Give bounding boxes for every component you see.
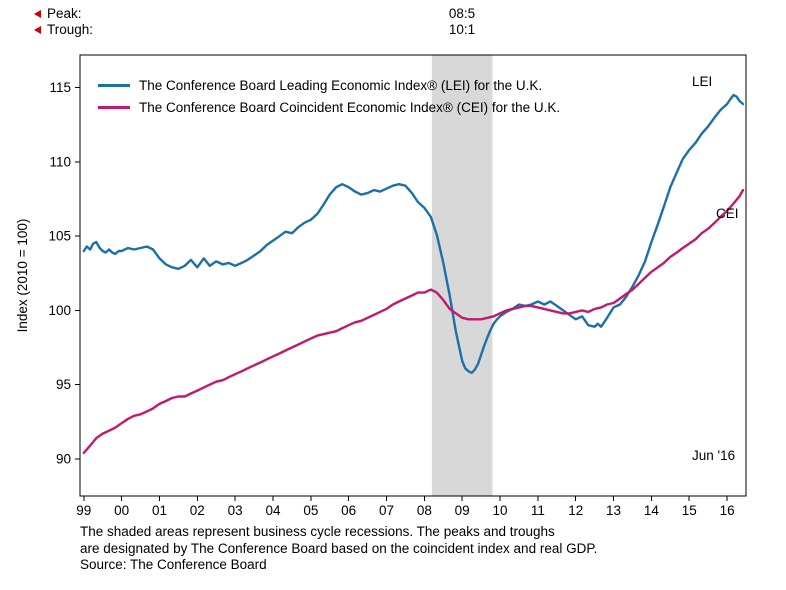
- trough-label: Trough:: [47, 22, 94, 37]
- x-tick-label: 03: [228, 503, 243, 518]
- y-tick-label: 95: [56, 377, 71, 392]
- peak-label: Peak:: [47, 6, 82, 21]
- footnote-line-2: are designated by The Conference Board b…: [80, 540, 598, 556]
- cei-series-label: CEI: [716, 206, 739, 221]
- footnote-line-3: Source: The Conference Board: [80, 557, 267, 572]
- plot-border: [79, 54, 747, 497]
- recession-peak-date: 08:5: [448, 6, 476, 21]
- y-tick-label: 115: [49, 80, 71, 95]
- x-tick-label: 13: [606, 503, 621, 518]
- y-tick-label: 100: [48, 303, 71, 318]
- x-tick-label: 07: [379, 503, 394, 518]
- trough-marker-icon: [34, 26, 41, 34]
- x-tick-label: 99: [76, 503, 91, 518]
- legend-label-lei: The Conference Board Leading Economic In…: [139, 77, 543, 93]
- line-chart: 90 95 100 105 110 115 99 00 01 02 03 04 05 06 07 08 09 10…: [15, 54, 747, 518]
- x-tick-label: 00: [114, 503, 129, 518]
- y-axis-title: Index (2010 = 100): [15, 219, 30, 333]
- cei-line: [82, 188, 745, 455]
- lei-line: [82, 93, 745, 374]
- recession-dates: 08:5 10:1: [412, 6, 512, 38]
- x-tick-label: 14: [644, 503, 660, 518]
- x-tick-label: 10: [493, 503, 508, 518]
- x-tick-label: 08: [417, 503, 432, 518]
- latest-date-label: Jun '16: [692, 448, 736, 463]
- x-tick-label: 02: [190, 503, 205, 518]
- footnote: The shaded areas represent business cycl…: [80, 524, 597, 574]
- x-tick-label: 11: [531, 503, 545, 518]
- peak-row: Peak:: [34, 6, 93, 22]
- y-tick-label: 110: [49, 154, 71, 169]
- x-tick-label: 06: [341, 503, 356, 518]
- x-tick-label: 15: [682, 503, 697, 518]
- x-tick-label: 05: [303, 503, 318, 518]
- cei-line-swatch: [98, 105, 130, 109]
- trough-row: Trough:: [34, 22, 93, 38]
- footnote-line-1: The shaded areas represent business cycl…: [80, 524, 555, 539]
- x-tick-label: 09: [455, 503, 470, 518]
- lei-line-swatch: [98, 83, 130, 87]
- chart-legend: The Conference Board Leading Economic In…: [98, 74, 560, 118]
- peak-trough-legend: Peak: Trough:: [34, 6, 93, 38]
- legend-label-cei: The Conference Board Coincident Economic…: [139, 99, 561, 115]
- legend-item-lei: The Conference Board Leading Economic In…: [98, 74, 560, 96]
- x-tick-label: 16: [720, 503, 735, 518]
- lei-series-label: LEI: [692, 74, 713, 89]
- recession-band: [431, 55, 493, 496]
- y-tick-label: 90: [56, 451, 71, 466]
- x-tick-label: 04: [265, 503, 281, 518]
- x-tick-label: 01: [152, 503, 167, 518]
- legend-item-cei: The Conference Board Coincident Economic…: [98, 96, 560, 118]
- y-tick-label: 105: [48, 229, 71, 244]
- x-tick-label: 12: [568, 503, 583, 518]
- peak-marker-icon: [34, 10, 41, 18]
- recession-trough-date: 10:1: [448, 22, 476, 37]
